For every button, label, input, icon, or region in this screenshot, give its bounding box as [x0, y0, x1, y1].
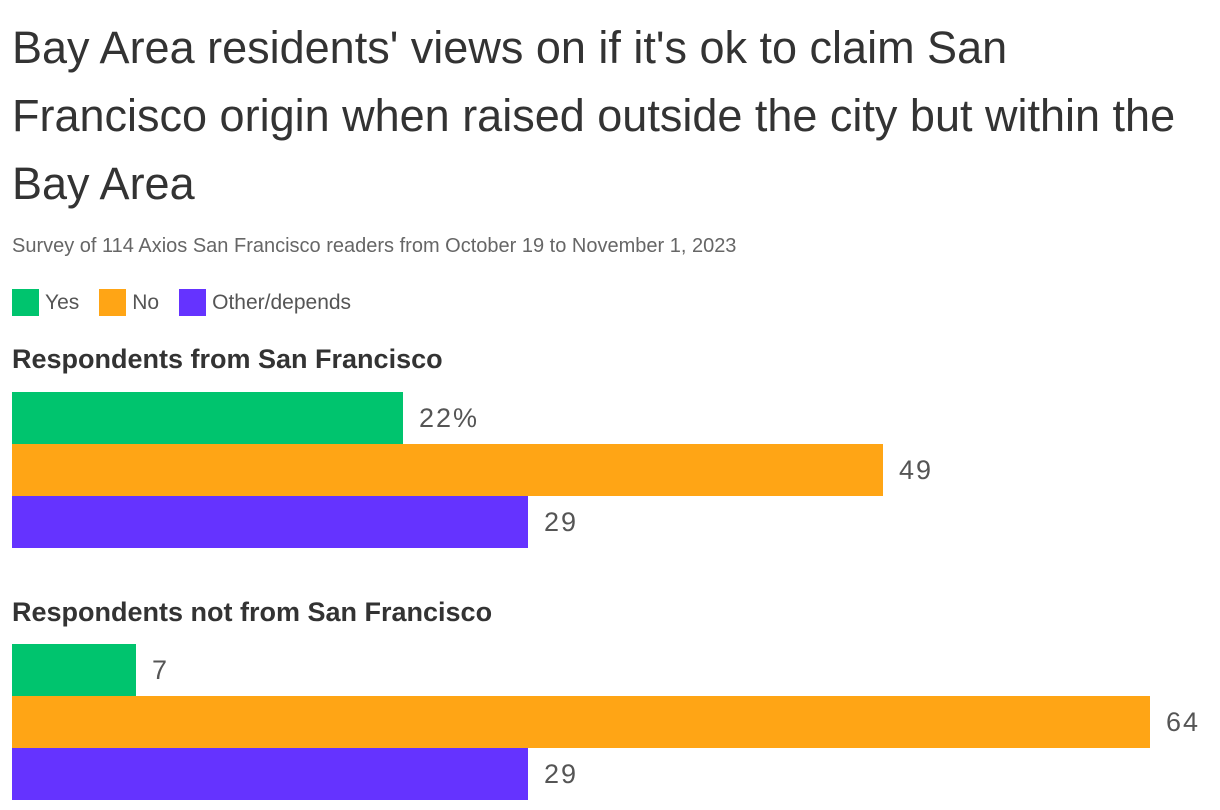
group-title-from-sf: Respondents from San Francisco [12, 344, 443, 374]
legend-label-yes: Yes [45, 290, 80, 314]
bar-label-group2-no: 64 [1166, 707, 1201, 737]
chart-subtitle: Survey of 114 Axios San Francisco reader… [12, 235, 737, 257]
chart-title: Bay Area residents' views on if it's ok … [12, 22, 1176, 209]
bar-label-group1-no: 49 [899, 455, 934, 485]
bar-group2-other [12, 748, 528, 800]
bar-label-group1-yes: 22% [419, 403, 480, 433]
legend-label-no: No [132, 290, 160, 314]
bar-label-group2-yes: 7 [152, 655, 170, 685]
group-title-not-from-sf: Respondents not from San Francisco [12, 597, 493, 627]
legend-item-no: No [99, 289, 159, 316]
bar-group2-no [12, 696, 1150, 748]
legend-swatch-other [179, 289, 207, 316]
legend-swatch-yes [12, 289, 39, 316]
legend-swatch-no [99, 289, 127, 316]
bar-group1-no [12, 444, 883, 496]
legend-item-yes: Yes [12, 289, 79, 316]
legend-label-other: Other/depends [212, 290, 352, 314]
bar-group1-other [12, 496, 528, 548]
bar-label-group2-other: 29 [544, 759, 579, 789]
bar-group2-yes [12, 644, 136, 696]
legend: Yes No Other/depends [12, 289, 371, 316]
legend-item-other: Other/depends [179, 289, 351, 316]
bar-label-group1-other: 29 [544, 507, 579, 537]
bar-group1-yes [12, 392, 403, 444]
